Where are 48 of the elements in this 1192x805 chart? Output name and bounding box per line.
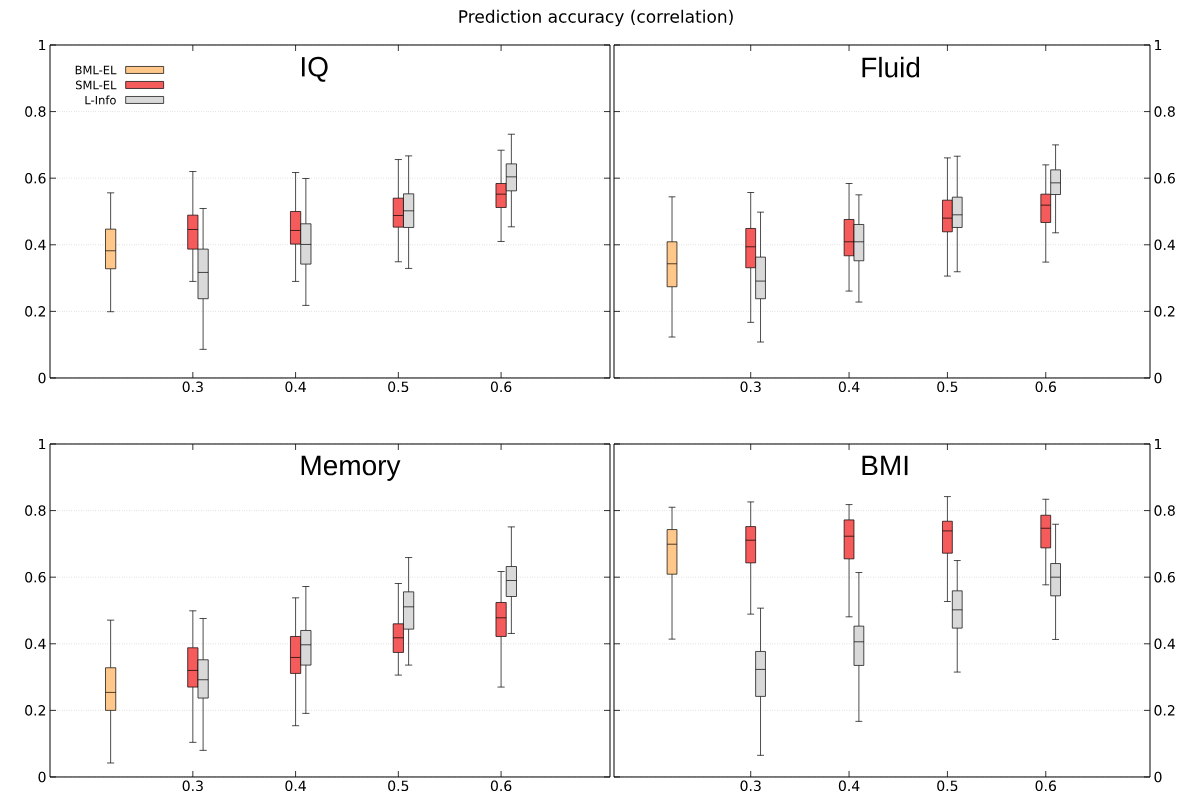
x-tick-label: 0.3: [740, 381, 761, 393]
chart-title: Fluid: [862, 56, 920, 78]
x-tick-label: 0.6: [1035, 780, 1057, 792]
y-tick-label: 0.4: [25, 239, 46, 251]
y-tick-label: 1: [39, 438, 46, 450]
x-tick-label: 0.5: [937, 780, 958, 792]
y-tick-label: 0.8: [25, 106, 46, 117]
y2-tick-label: 0.4: [1154, 638, 1176, 650]
x-tick-label: 0.4: [285, 381, 306, 393]
y-tick-label: 1: [39, 39, 46, 51]
x-tick-label: 0.4: [838, 381, 860, 393]
y2-tick-label: 0: [1154, 372, 1162, 384]
x-tick-label: 0.5: [937, 381, 958, 393]
y-tick-label: 0.8: [25, 505, 46, 516]
y2-tick-label: 0.2: [1154, 705, 1175, 716]
y-tick-label: 0.2: [25, 705, 46, 716]
x-tick-label: 0.6: [490, 780, 512, 792]
y2-tick-label: 0.6: [1154, 571, 1175, 583]
x-tick-label: 0.3: [740, 780, 761, 792]
x-tick-label: 0.3: [182, 381, 203, 393]
legend-label: SML-EL: [75, 80, 117, 90]
y2-tick-label: 0.8: [1154, 106, 1175, 117]
y-tick-label: 0: [38, 372, 46, 384]
y2-tick-label: 0.4: [1154, 239, 1176, 251]
y-tick-label: 0: [38, 771, 46, 783]
y-tick-label: 0.6: [25, 172, 46, 184]
x-tick-label: 0.6: [490, 381, 512, 393]
y2-tick-label: 0: [1154, 771, 1162, 783]
y2-tick-label: 0.8: [1154, 505, 1175, 516]
legend-label: L-Info: [85, 95, 116, 105]
chart-title: Memory: [301, 455, 401, 481]
chart-title: BMI: [862, 455, 908, 476]
x-tick-label: 0.4: [285, 780, 306, 792]
y2-tick-label: 1: [1155, 438, 1162, 450]
x-tick-label: 0.3: [182, 780, 203, 792]
x-tick-label: 0.4: [838, 780, 860, 792]
x-tick-label: 0.5: [388, 780, 409, 792]
y-tick-label: 0.4: [25, 638, 46, 650]
y2-tick-label: 1: [1155, 39, 1162, 51]
y-tick-label: 0.2: [25, 306, 46, 317]
text: Prediction accuracy (correlation): [459, 9, 733, 27]
x-tick-label: 0.6: [1035, 381, 1057, 393]
y2-tick-label: 0.2: [1154, 306, 1175, 317]
y-tick-label: 0.6: [25, 571, 46, 583]
x-tick-label: 0.5: [388, 381, 409, 393]
chart-title: IQ: [302, 56, 328, 82]
legend-label: BML-EL: [75, 65, 117, 75]
y2-tick-label: 0.6: [1154, 172, 1175, 184]
